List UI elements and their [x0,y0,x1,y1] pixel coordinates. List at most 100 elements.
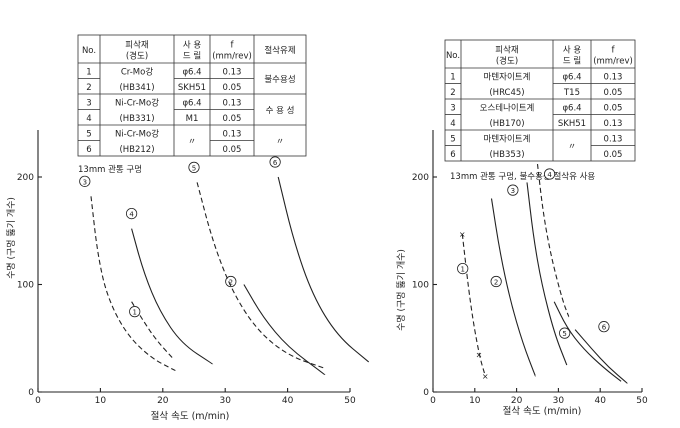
series-label-circle [559,327,571,339]
table-header-cell: No. [446,51,460,61]
table-cell: 6 [86,145,91,155]
table-cell: 0.13 [604,119,623,129]
series-line-6 [277,176,370,363]
y-tick-label: 200 [17,173,34,183]
table-cell: 4 [86,114,91,124]
series-label: 2 [229,279,233,287]
series-label-circle [129,306,141,318]
table-cell: (HB331) [119,114,154,124]
series-label-circle [79,175,91,187]
ylabel-left: 수명 (구멍 뚫기 개수) [6,197,17,279]
series-label-circle [126,208,138,220]
table-header-cell: f [612,46,616,56]
table-header-cell: 드 릴 [183,51,201,62]
series-label: 6 [602,324,607,332]
series-left: 1 2 3 4 5 6 [79,156,370,376]
x-tick-label: 40 [282,396,294,406]
table-cell: 0.05 [604,88,623,98]
table-right: No. 피삭재(경도) 사 용드 릴 f(mm/rev) 1 마텐자이트계 φ6.4 0.13… [444,39,636,162]
x-tick-label: 0 [430,396,436,406]
series-label-circle [507,184,519,196]
data-point-marker: × [476,350,483,359]
x-tick-label: 50 [636,396,648,406]
table-header-cell: 사 용 [183,41,202,51]
y-tick-label: 100 [17,281,34,291]
table-cell: Ni-Cr-Mo강 [115,97,159,108]
series-label: 3 [511,187,515,195]
table-cell: 0.05 [604,103,623,113]
series-label: 5 [192,164,196,172]
table-cell: (HB353) [489,150,524,160]
table-cell: T15 [563,88,580,98]
series-line-6 [574,329,628,384]
table-border [77,34,307,157]
data-point-marker: × [459,230,466,239]
table-cell: Ni-Cr-Mo강 [115,128,159,139]
series-line-3 [90,196,176,372]
table-cell: 0.05 [223,145,242,155]
series-label-circle [188,161,200,173]
series-line-4 [536,164,570,318]
xlabel-left: 절삭 속도 (m/min) [151,410,230,422]
series-line-1 [461,233,486,377]
series-label: 4 [129,211,134,219]
y-tick-label: 100 [412,281,429,291]
table-cell: φ6.4 [182,67,201,77]
table-header-cell: 피삭재 [495,45,518,56]
chart-left: No. 피삭재(경도) 사 용드 릴 f(mm/rev) 절삭유제 1 Cr-Mo강 φ6.4… [6,34,370,422]
table-cell: 1 [450,72,455,82]
series-line-2 [243,284,326,376]
series-label: 4 [547,171,552,179]
table-header-cell: (경도) [496,56,518,67]
series-label-circle [598,321,610,333]
series-line-2 [490,198,536,377]
chart-right: No. 피삭재(경도) 사 용드 릴 f(mm/rev) 1 마텐자이트계 φ6.4 0.13… [396,39,648,417]
table-cell: 0.13 [223,98,242,108]
table-cell: 〃 [276,137,285,147]
table-cell: 0.05 [604,150,623,160]
series-label-circle [490,275,502,288]
series-label: 2 [494,279,498,287]
table-cell: 0.13 [604,134,623,144]
table-cell: 2 [86,83,91,93]
series-line-3 [526,182,568,366]
y-tick-label: 0 [423,388,429,398]
table-cell: M1 [186,114,199,124]
table-left: No. 피삭재(경도) 사 용드 릴 f(mm/rev) 절삭유제 1 Cr-Mo강 φ6.4… [77,34,307,157]
table-header-cell: (mm/rev) [593,57,633,67]
note-right: 13mm 관통 구멍, 불수용성 절삭유 사용 [450,171,595,182]
table-cell: 0.13 [223,129,242,139]
table-header-cell: 절삭유제 [264,45,295,56]
table-cell: (HB212) [119,145,154,155]
xlabel-right: 절삭 속도 (m/min) [503,405,582,417]
y-tick-label: 0 [28,388,34,398]
table-cell: 수 용 성 [266,106,295,116]
table-cell: (HB170) [489,119,524,129]
x-tick-label: 50 [344,396,356,406]
table-cell: 4 [450,119,455,129]
axes-left: 0 10 20 30 40 50 0 100 200 [17,130,356,406]
table-header-cell: 피삭재 [125,40,148,51]
x-tick-label: 0 [35,396,41,406]
data-point-marker: × [482,372,489,381]
table-cell: 오스테나이트계 [480,102,535,113]
series-line-1 [131,301,173,358]
table-border [444,39,636,162]
x-tick-label: 20 [511,396,523,406]
series-line-5 [196,182,326,369]
table-cell: 불수용성 [264,74,295,85]
series-label-circle [269,156,281,168]
series-label: 1 [460,266,464,274]
series-right: × × × 1 2 3 4 5 6 [457,164,628,384]
series-label: 6 [273,159,278,167]
table-cell: (HB341) [119,83,154,93]
table-header-cell: (mm/rev) [212,52,252,62]
table-cell: SKH51 [558,119,586,129]
table-cell: 3 [450,103,455,113]
series-label: 1 [132,309,136,317]
series-label-circle [225,275,237,288]
table-cell: 5 [86,129,91,139]
table-cell: 0.13 [223,67,242,77]
x-tick-label: 10 [95,396,107,406]
table-cell: 〃 [568,142,577,152]
